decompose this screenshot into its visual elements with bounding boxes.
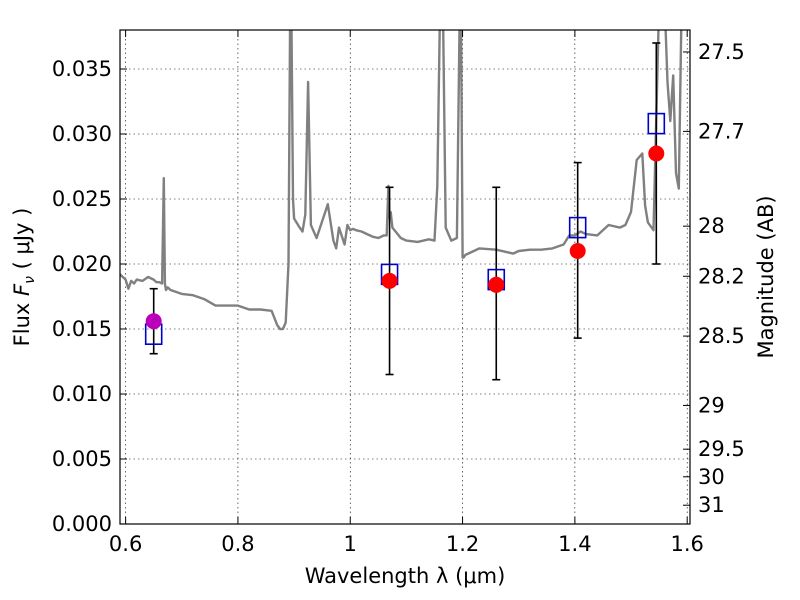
y-axis-label-prefix: Flux: [10, 296, 34, 346]
spectrum-line: [120, 30, 683, 331]
observed-point: [488, 276, 505, 293]
y-tick-label: 0.030: [52, 122, 112, 146]
x-tick-label: 1: [344, 532, 357, 556]
y-axis-label-unit: ( μJy ): [10, 208, 34, 276]
observed-point: [569, 243, 586, 259]
x-axis-label: Wavelength λ (μm): [305, 564, 506, 588]
grid: [120, 30, 690, 525]
y-axis-label-symbol: F: [10, 283, 34, 296]
y-axis-label-subscript: ν: [22, 276, 38, 284]
y-tick-label: 0.020: [52, 252, 112, 276]
y2-tick-label: 28: [698, 214, 725, 238]
y2-tick-label: 28.2: [698, 264, 745, 288]
y-tick-label: 0.005: [52, 447, 112, 471]
x-tick-label: 1.4: [558, 532, 591, 556]
y-tick-label: 0.000: [52, 512, 112, 536]
y2-tick-label: 31: [698, 493, 725, 517]
plot-area: [120, 30, 683, 381]
y2-tick-label: 30: [698, 465, 725, 489]
y-axis-label: Flux Fν ( μJy ): [10, 208, 38, 347]
y-tick-label: 0.010: [52, 382, 112, 406]
observed-point: [648, 145, 665, 162]
y2-tick-label: 27.7: [698, 119, 745, 143]
x-tick-label: 0.6: [109, 532, 142, 556]
axis-ticks: 0.6 0.8 1 1.2 1.4 1.6 0.000 0.005 0.010 0.015 0.02…: [52, 30, 745, 556]
y-tick-label: 0.025: [52, 187, 112, 211]
y-tick-label: 0.035: [52, 57, 112, 81]
y2-axis-label: Magnitude (AB): [754, 195, 778, 358]
x-tick-label: 0.8: [221, 532, 254, 556]
x-tick-label: 1.2: [446, 532, 479, 556]
model-point: [568, 216, 587, 239]
axes-frame: [119, 29, 691, 525]
y2-tick-label: 27.5: [698, 40, 745, 64]
y-tick-label: 0.015: [52, 317, 112, 341]
y2-tick-label: 28.5: [698, 324, 745, 348]
y2-tick-label: 29.5: [698, 437, 745, 461]
model-point: [647, 112, 666, 135]
observed-point: [381, 272, 398, 289]
optical-point: [145, 313, 162, 330]
x-tick-label: 1.6: [670, 532, 703, 556]
y2-tick-label: 29: [698, 393, 725, 417]
